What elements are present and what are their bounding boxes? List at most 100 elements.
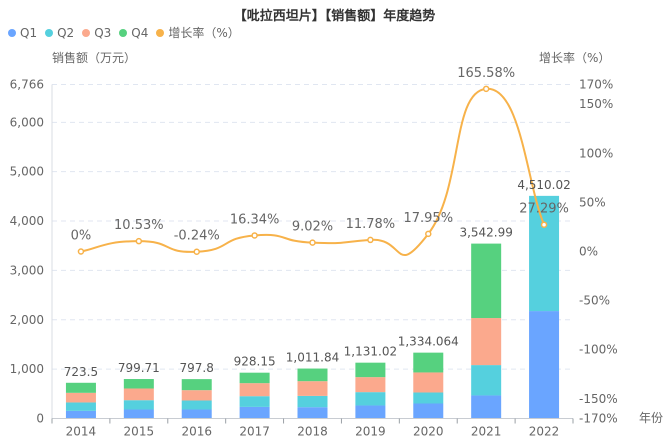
- legend-label: Q4: [131, 25, 149, 40]
- total-label: 928.15: [234, 355, 276, 369]
- bar-q1-2017: [239, 406, 270, 419]
- y2-tick-label: 0%: [579, 245, 598, 259]
- growth-label: 27.29%: [519, 202, 569, 217]
- legend-label: Q1: [20, 25, 38, 40]
- growth-line-series: [77, 85, 548, 256]
- growth-label: 0%: [71, 229, 92, 244]
- bar-q4-2020: [413, 352, 444, 373]
- legend-label: Q2: [57, 25, 75, 40]
- y2-tick-label: -170%: [579, 412, 618, 426]
- y-tick-label: 0: [36, 412, 44, 426]
- bar-q3-2015: [123, 388, 154, 401]
- legend-label: Q3: [94, 25, 112, 40]
- x-axis-title: 年份: [639, 411, 663, 425]
- growth-point: [135, 237, 143, 245]
- total-label: 1,011.84: [286, 351, 339, 365]
- legend-dot-icon: [8, 28, 16, 37]
- bar-q1-2018: [297, 407, 328, 419]
- y2-tick-label: 100%: [579, 146, 613, 160]
- growth-label: 9.02%: [292, 220, 333, 235]
- bar-q3-2020: [413, 372, 444, 393]
- growth-point: [193, 248, 200, 255]
- legend-dot-icon: [119, 28, 128, 37]
- legend-item-q2[interactable]: Q2: [45, 26, 74, 40]
- total-label: 799.71: [118, 361, 160, 375]
- growth-label: 10.53%: [114, 218, 164, 233]
- bar-q3-2021: [471, 318, 502, 366]
- bar-q4-2018: [297, 368, 328, 382]
- total-label: 3,542.99: [459, 226, 512, 240]
- bar-q4-2014: [65, 382, 96, 393]
- bar-q4-2021: [471, 243, 502, 319]
- x-tick-label: 2015: [124, 425, 155, 439]
- x-tick-label: 2020: [413, 425, 444, 439]
- bar-q2-2016: [181, 400, 212, 410]
- total-label: 1,334.064: [398, 335, 459, 349]
- growth-point: [367, 236, 374, 244]
- y2-tick-label: -50%: [579, 294, 610, 308]
- data-labels: 723.5 799.71 797.8 928.15 1,011.84 1,131.021,…: [64, 66, 571, 379]
- total-label: 1,131.02: [344, 345, 397, 359]
- chart-title: 【吡拉西坦片】【销售额】年度趋势: [233, 9, 436, 24]
- bar-series: [65, 195, 560, 419]
- y-axis-title: 销售额（万元）: [52, 50, 136, 65]
- bar-q1-2022: [529, 311, 560, 419]
- legend-item-q1[interactable]: Q1: [8, 26, 37, 40]
- bar-q4-2017: [239, 372, 270, 384]
- bar-q2-2020: [413, 392, 444, 404]
- y2-tick-label: 170%: [579, 78, 613, 92]
- bar-q3-2014: [65, 392, 96, 403]
- x-tick-label: 2014: [66, 425, 97, 439]
- bar-q3-2016: [181, 390, 212, 401]
- legend: Q1 Q2 Q3 Q4 增长率（%）: [8, 24, 240, 41]
- growth-label: 11.78%: [346, 217, 396, 232]
- x-tick-label: 2017: [239, 425, 270, 439]
- y2-axis-title: 增长率（%）: [539, 50, 610, 65]
- legend-item-q3[interactable]: Q3: [82, 26, 111, 40]
- y2-tick-label: 50%: [579, 195, 606, 209]
- growth-point: [482, 85, 490, 93]
- bar-q1-2015: [123, 409, 154, 419]
- bar-q2-2022: [529, 195, 560, 312]
- x-tick-label: 2022: [529, 425, 560, 439]
- bar-q1-2014: [65, 410, 96, 419]
- bar-q4-2019: [355, 362, 386, 378]
- growth-point: [425, 230, 432, 238]
- y-tick-label: 5,000: [10, 165, 44, 179]
- growth-label: 17.95%: [403, 211, 453, 226]
- bar-q3-2019: [355, 377, 386, 393]
- bar-q2-2017: [239, 396, 270, 407]
- y-tick-label: 6,766: [10, 78, 44, 92]
- legend-dot-icon: [82, 28, 91, 37]
- growth-point: [540, 221, 548, 228]
- bar-q2-2018: [297, 395, 328, 408]
- legend-label: 增长率（%）: [168, 26, 240, 40]
- y-tick-label: 1,000: [10, 362, 44, 376]
- x-tick-label: 2021: [471, 425, 502, 439]
- bar-q1-2019: [355, 405, 386, 419]
- growth-label: 165.58%: [457, 66, 515, 81]
- y-tick-label: 3,000: [10, 263, 44, 277]
- growth-point: [77, 248, 85, 255]
- y-tick-label: 2,000: [10, 313, 44, 327]
- y2-tick-label: -150%: [579, 392, 618, 406]
- bar-q1-2021: [471, 395, 502, 419]
- y-tick-label: 6,000: [10, 115, 44, 129]
- bar-q2-2021: [471, 365, 502, 396]
- x-tick-label: 2019: [355, 425, 386, 439]
- bar-q4-2016: [181, 379, 212, 391]
- bar-q3-2017: [239, 383, 270, 397]
- growth-point: [309, 239, 316, 246]
- growth-point: [251, 232, 258, 239]
- x-tick-label: 2016: [181, 425, 212, 439]
- total-label: 4,510.02: [517, 178, 570, 192]
- bar-q2-2015: [123, 400, 154, 410]
- bar-q3-2018: [297, 381, 328, 396]
- growth-label: 16.34%: [230, 212, 280, 227]
- legend-dot-icon: [156, 28, 165, 37]
- growth-label: -0.24%: [174, 229, 220, 244]
- legend-item-growth-rate[interactable]: 增长率（%）: [156, 24, 240, 41]
- legend-dot-icon: [45, 28, 54, 37]
- legend-item-q4[interactable]: Q4: [119, 26, 148, 40]
- axes: 0 1,000 2,000 3,000 4,000 5,000 6,000 6,766 -170…: [10, 78, 618, 439]
